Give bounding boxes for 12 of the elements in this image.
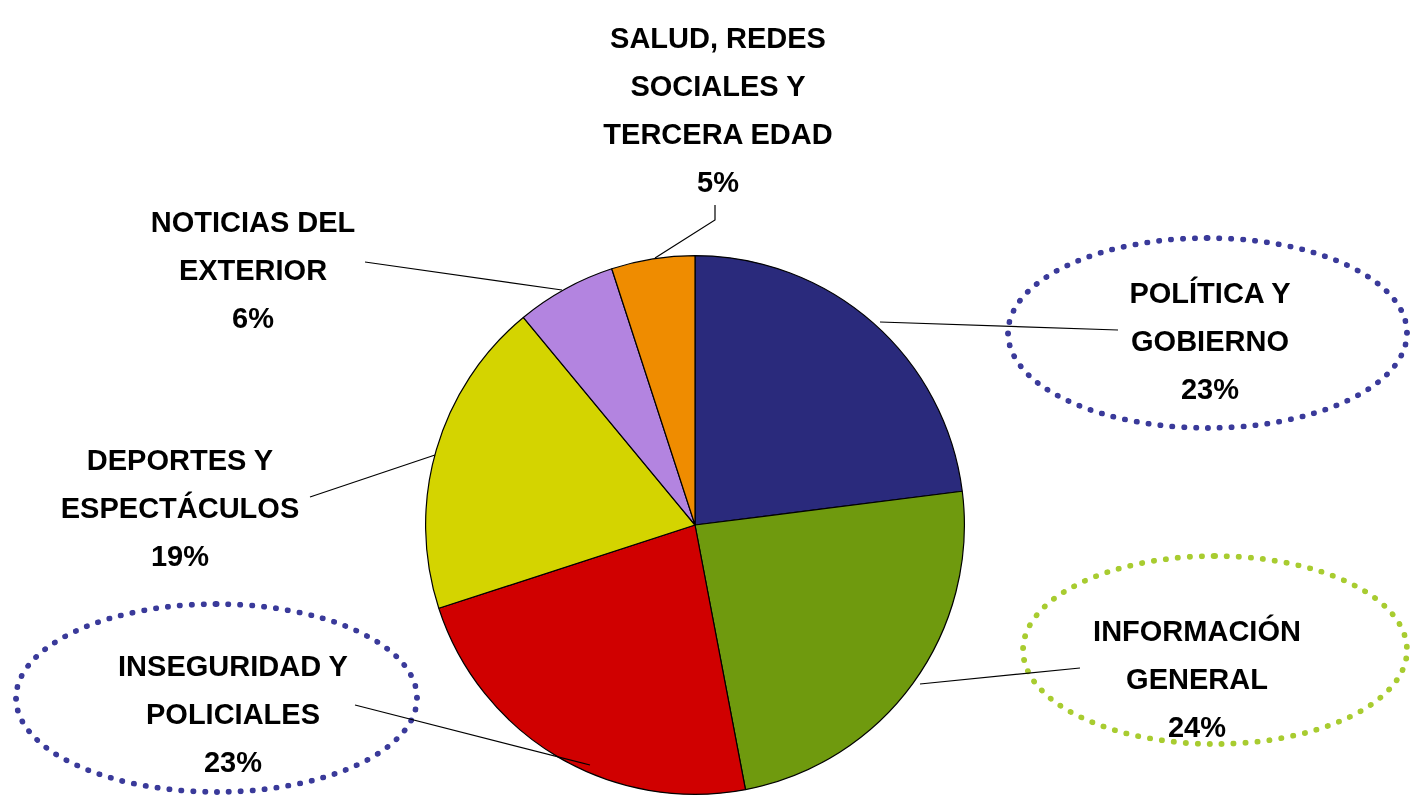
slice-label: NOTICIAS DEL EXTERIOR — [150, 206, 356, 286]
slice-label: SALUD, REDES SOCIALES Y TERCERA EDAD — [603, 22, 833, 150]
slice-label: INSEGURIDAD Y POLICIALES — [118, 650, 348, 730]
data-label: 19% — [150, 540, 210, 572]
data-label: 23% — [203, 746, 263, 778]
slice-label: INFORMACIÓN GENERAL — [1093, 614, 1301, 695]
data-label: 24% — [1167, 711, 1227, 743]
slice-label: POLÍTICA Y GOBIERNO — [1129, 276, 1291, 357]
data-label: 5% — [697, 166, 740, 198]
data-label: 6% — [232, 302, 275, 334]
slice-label: DEPORTES Y ESPECTÁCULOS — [60, 444, 300, 524]
data-label: 23% — [1180, 373, 1240, 405]
